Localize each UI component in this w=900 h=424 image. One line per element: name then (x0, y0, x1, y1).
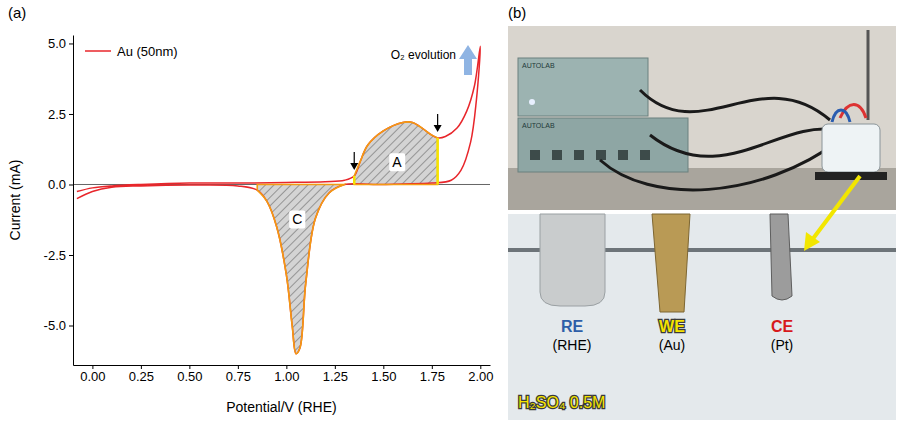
tick-mark (69, 184, 73, 185)
region-outline (257, 184, 344, 353)
counter-electrode (770, 214, 792, 300)
tick: 0.50 (177, 365, 202, 384)
panel-label: (a) (8, 4, 26, 21)
photo-bottom: RE (RHE) WE (Au) CE (Pt) H₂SO₄ 0.5M (508, 176, 896, 420)
tick: 1.50 (371, 365, 396, 384)
tick: -2.5 (44, 248, 73, 263)
reference-electrode (540, 214, 605, 306)
electrode-role: CE (771, 318, 794, 335)
tick-label: 1.25 (323, 369, 348, 384)
annotation: O₂ evolution (391, 48, 456, 62)
tick-mark (69, 43, 73, 44)
tick-label: 0.75 (226, 369, 251, 384)
beaker (822, 124, 880, 172)
region-label-group: C (289, 210, 305, 228)
power-light (529, 99, 535, 105)
axis-line (73, 36, 74, 366)
region-label: A (392, 154, 402, 170)
electrode-role: RE (561, 318, 584, 335)
electrode-role: WE (659, 318, 685, 335)
tick-label: 5.0 (48, 36, 66, 51)
tick-label: 0.0 (48, 177, 66, 192)
region-label: C (292, 211, 302, 227)
tick: 0.75 (226, 365, 251, 384)
working-electrode (652, 214, 690, 312)
tick-label: -2.5 (44, 248, 66, 263)
electrode-name: (RHE) (553, 337, 592, 353)
electrolyte-label: H₂SO₄ 0.5M (518, 394, 605, 411)
region-outline (354, 122, 437, 185)
marker-arrow-head (434, 125, 442, 132)
socket (552, 150, 562, 160)
stand (867, 30, 870, 120)
tick: 5.0 (48, 36, 73, 51)
wall (508, 26, 896, 210)
tick-label: -5.0 (44, 318, 66, 333)
x-axis-title: Potential/V (RHE) (226, 399, 336, 415)
legend-swatch (85, 50, 111, 52)
tick: 1.25 (323, 365, 348, 384)
wire-blue (832, 110, 850, 122)
legend-label: Au (50nm) (117, 44, 178, 59)
tick-label: 0.00 (80, 369, 105, 384)
tick-label: 1.00 (274, 369, 299, 384)
legend: Au (50nm) (85, 44, 178, 59)
tick: 0.25 (129, 365, 154, 384)
instrument (518, 58, 648, 116)
tick-mark (69, 114, 73, 115)
device-label: AUTOLAB (522, 62, 555, 69)
photo-top: AUTOLAB AUTOLAB (508, 26, 896, 210)
tick: 0.00 (80, 365, 105, 384)
pointer-arrow-head (804, 232, 820, 251)
tick: -5.0 (44, 318, 73, 333)
marker-arrow-head (350, 163, 358, 170)
electrode-name: (Pt) (771, 337, 794, 353)
socket (530, 150, 540, 160)
glass (508, 214, 896, 420)
pointer-arrow-shaft (812, 176, 860, 240)
x-axis: 0.00 0.25 0.50 0.75 1.00 1.25 1.50 1.75 2.00 (74, 365, 494, 384)
tick-label: 2.00 (468, 369, 493, 384)
tick-label: 2.5 (48, 107, 66, 122)
figure-svg: (a) (b) A C 0.00 0.25 0.50 0.75 1.00 1.25 1.50 1.75… (0, 0, 900, 424)
tick: 0.0 (48, 177, 73, 192)
cv-curve (77, 46, 481, 353)
tick-label: 0.25 (129, 369, 154, 384)
shaded-region (354, 122, 437, 185)
region-edge (436, 138, 439, 185)
device-label: AUTOLAB (522, 122, 555, 129)
cable (600, 140, 840, 190)
y-axis-title: Current (mA) (7, 160, 23, 241)
socket (618, 150, 628, 160)
socket (596, 150, 606, 160)
tick: 2.00 (468, 365, 493, 384)
figure: (a) (b) A C 0.00 0.25 0.50 0.75 1.00 1.25 1.50 1.75… (0, 0, 900, 424)
axis-line (74, 365, 491, 366)
panel-label: (b) (508, 4, 526, 21)
tick-label: 1.50 (371, 369, 396, 384)
socket (640, 150, 650, 160)
region-edge (353, 176, 356, 184)
tick: 1.75 (420, 365, 445, 384)
socket (574, 150, 584, 160)
tick: 1.00 (274, 365, 299, 384)
plot-area (77, 46, 481, 353)
electrode-name: (Au) (659, 337, 685, 353)
annotation-arrow (459, 45, 477, 75)
region-label-bg (389, 153, 405, 171)
shaded-region (257, 184, 344, 353)
y-axis: -5.0 -2.5 0.0 2.5 5.0 (44, 36, 74, 366)
cable (640, 90, 830, 120)
region-label-group: A (389, 153, 405, 171)
cable (650, 129, 835, 156)
tick-mark (69, 326, 73, 327)
tick: 2.5 (48, 107, 73, 122)
beaker-base (815, 172, 887, 180)
region-label-bg (289, 210, 305, 228)
tick-label: 1.75 (420, 369, 445, 384)
tick-label: 0.50 (177, 369, 202, 384)
tick-mark (69, 255, 73, 256)
